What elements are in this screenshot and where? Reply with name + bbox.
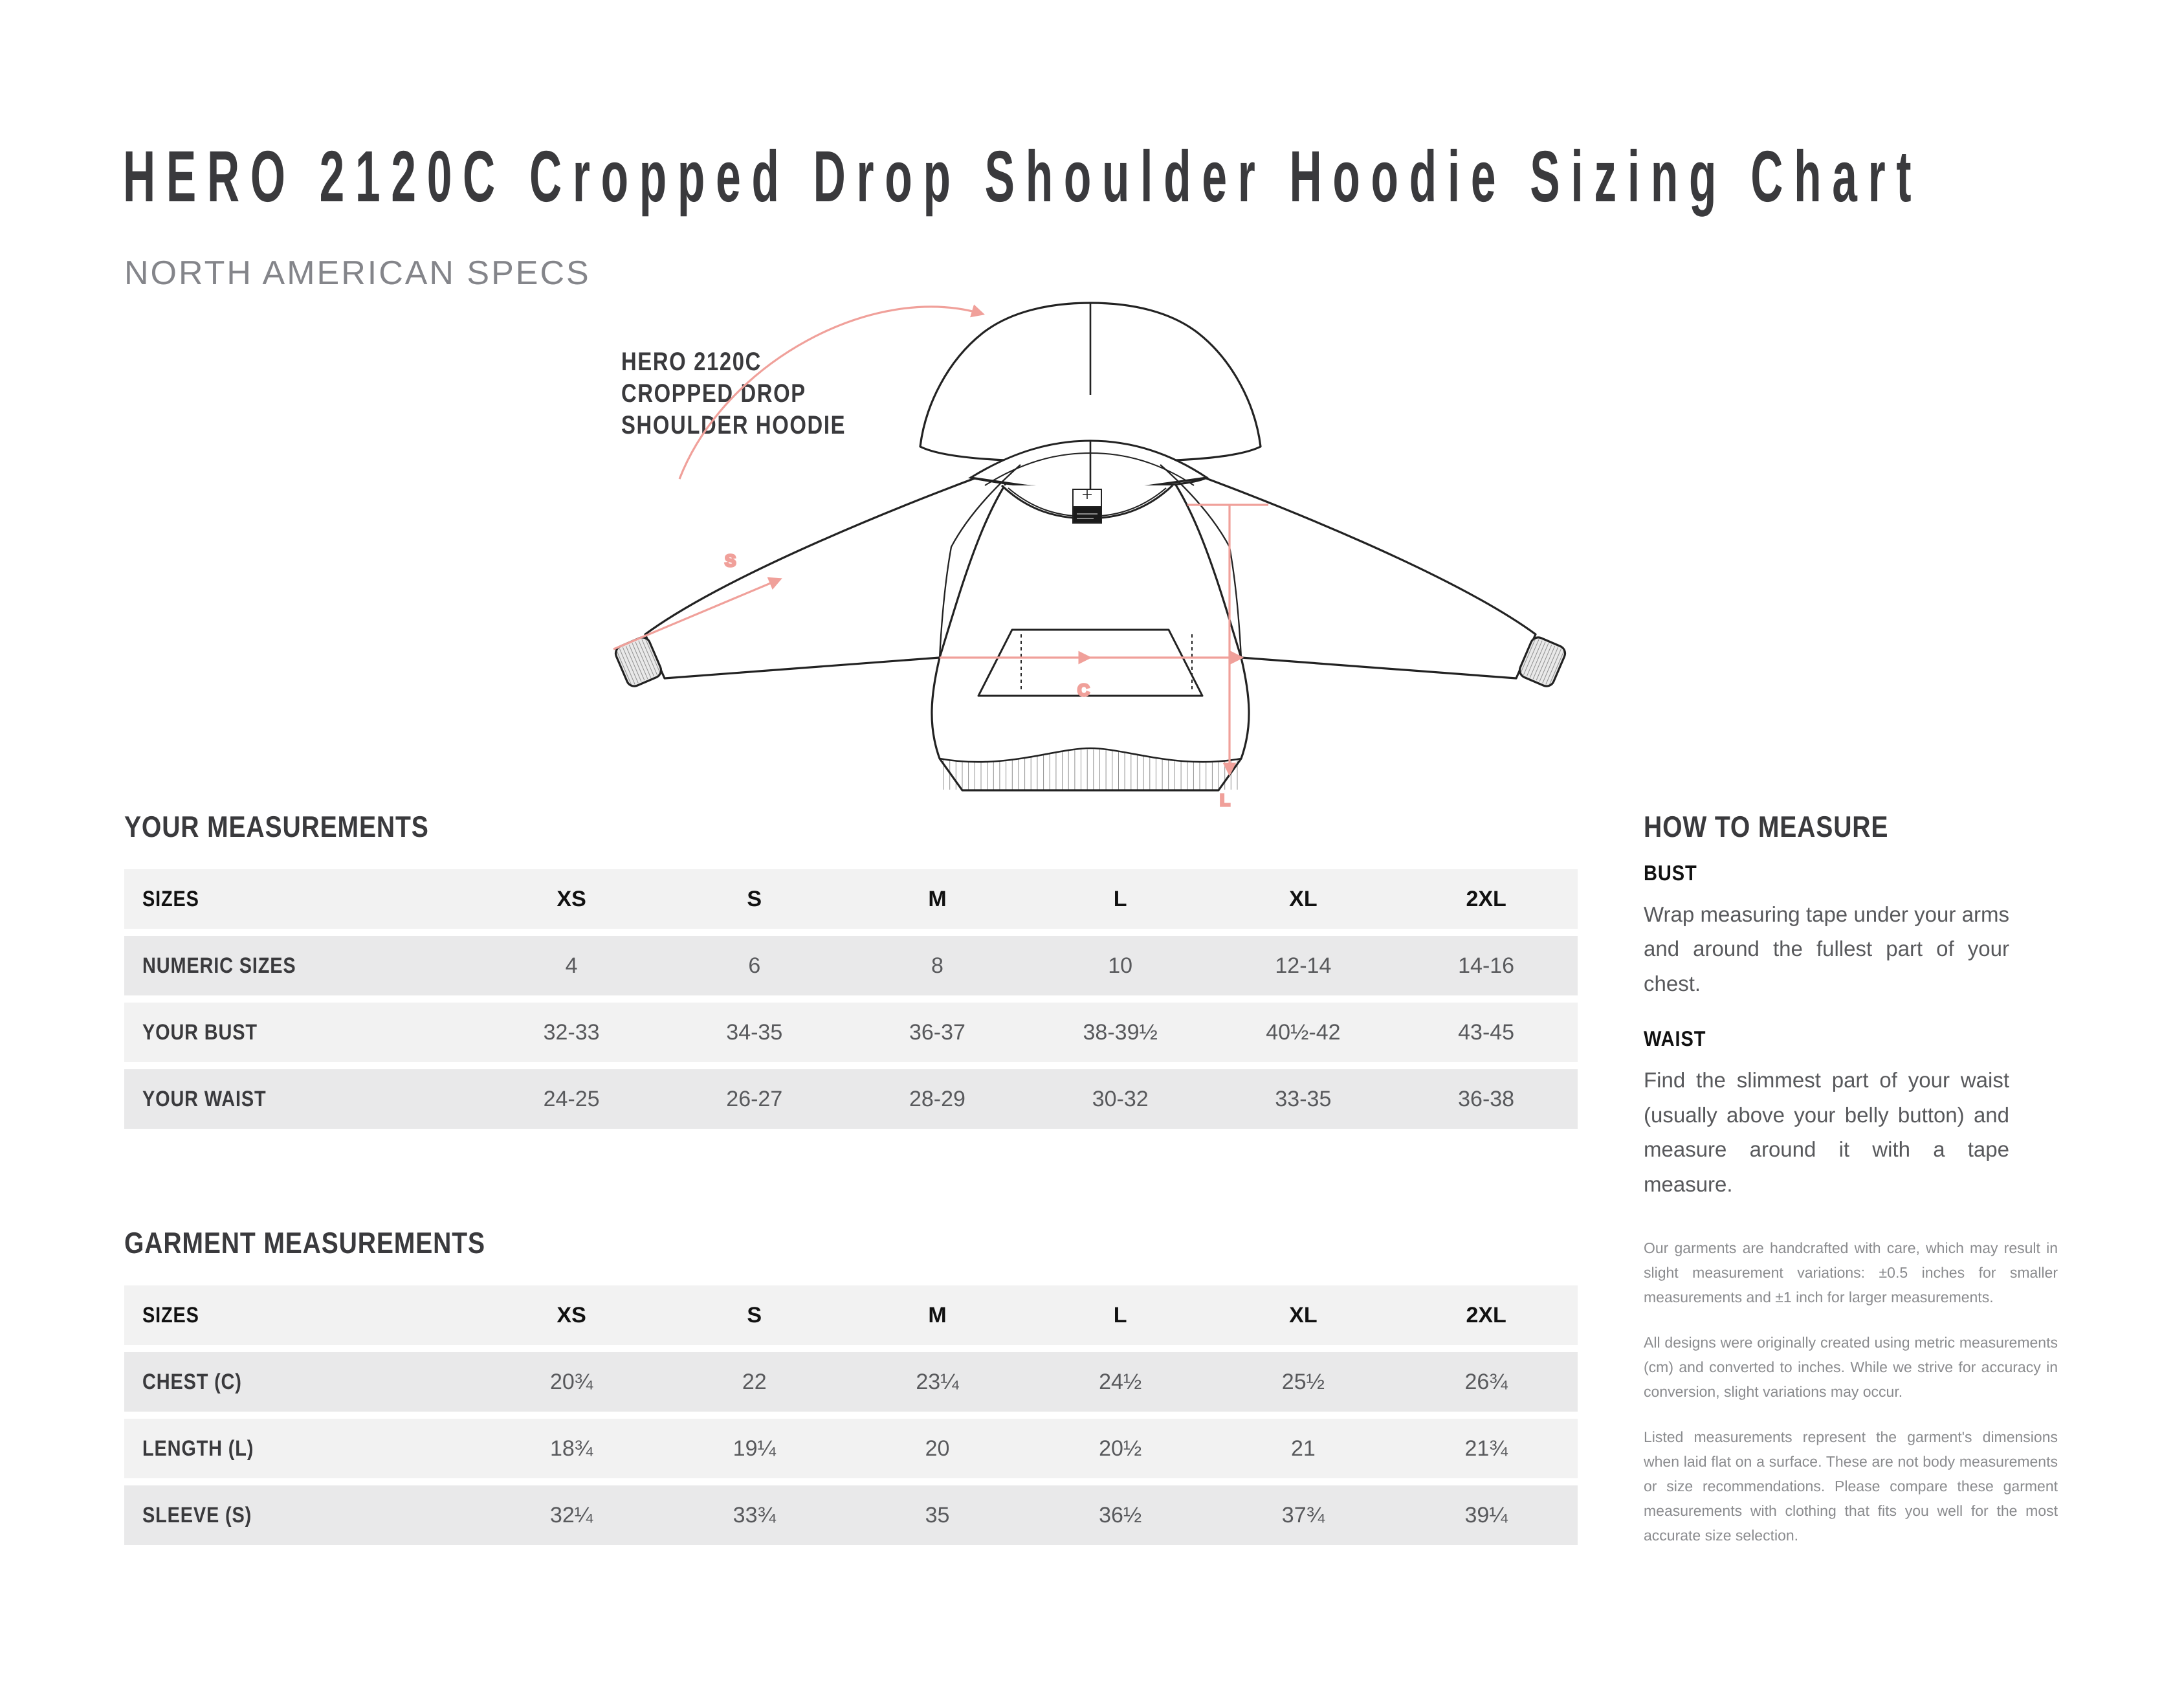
svg-text:L: L bbox=[1220, 790, 1230, 810]
svg-text:C: C bbox=[1077, 680, 1090, 700]
svg-text:S: S bbox=[725, 551, 736, 570]
